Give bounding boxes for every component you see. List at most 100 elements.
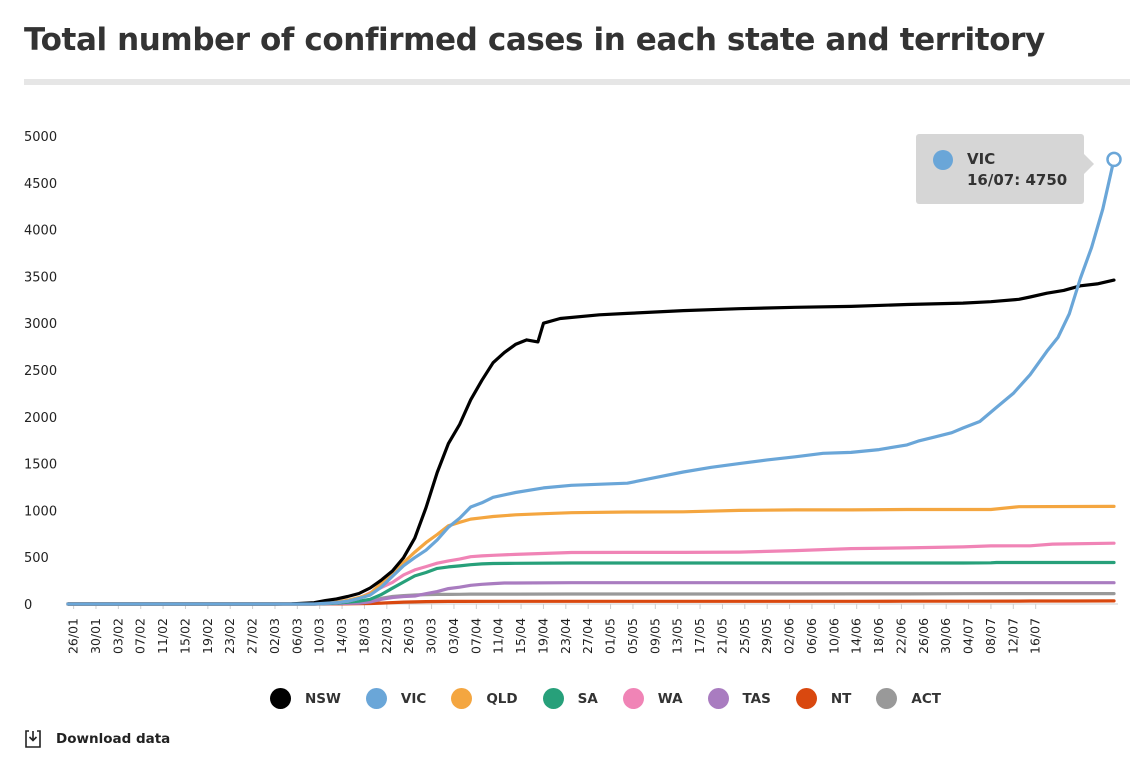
y-tick-label: 3500	[24, 270, 57, 285]
x-tick-label: 11/04	[491, 618, 506, 654]
y-tick-label: 2000	[24, 411, 57, 426]
legend: NSW VIC QLD SA WA TAS NT ACT	[270, 688, 966, 709]
legend-swatch-tas	[707, 688, 729, 709]
legend-item-tas[interactable]: TAS	[707, 688, 771, 709]
x-tick-label: 07/04	[468, 618, 483, 654]
x-tick-label: 04/07	[961, 618, 976, 654]
x-tick-label: 21/05	[714, 618, 729, 654]
legend-label: ACT	[911, 690, 941, 707]
x-tick-label: 15/04	[513, 618, 528, 654]
x-tick-label: 03/02	[110, 618, 125, 654]
x-tick-label: 12/07	[1005, 618, 1020, 654]
title-divider	[24, 79, 1130, 85]
legend-item-wa[interactable]: WA	[622, 688, 683, 709]
x-tick-label: 22/06	[893, 618, 908, 654]
y-tick-label: 4500	[24, 177, 57, 192]
x-tick-label: 26/06	[916, 618, 931, 654]
x-tick-label: 18/06	[871, 618, 886, 654]
x-tick-label: 14/03	[334, 618, 349, 654]
x-tick-label: 06/06	[804, 618, 819, 654]
download-icon	[25, 730, 41, 748]
y-tick-label: 5000	[24, 130, 57, 145]
legend-swatch-nsw	[270, 688, 291, 709]
x-tick-label: 29/05	[759, 618, 774, 654]
series-lines[interactable]	[66, 157, 1116, 606]
hover-point-marker	[1106, 151, 1122, 168]
x-tick-label: 27/02	[245, 618, 260, 654]
x-tick-label: 30/03	[424, 618, 439, 654]
x-tick-label: 10/06	[826, 618, 841, 654]
x-tick-label: 26/03	[401, 618, 416, 654]
x-tick-label: 19/04	[535, 618, 550, 654]
legend-swatch-sa	[542, 688, 564, 709]
x-tick-label: 18/03	[356, 618, 371, 654]
x-tick-label: 02/06	[782, 618, 797, 654]
legend-label: WA	[657, 690, 683, 707]
legend-swatch-act	[876, 688, 898, 709]
x-tick-label: 30/06	[938, 618, 953, 654]
legend-item-qld[interactable]: QLD	[451, 688, 518, 709]
y-tick-label: 0	[24, 598, 32, 613]
series-line-vic[interactable]	[66, 157, 1116, 606]
series-line-nt[interactable]	[66, 599, 1116, 606]
hover-marker	[1106, 151, 1122, 168]
series-line-qld[interactable]	[66, 504, 1116, 606]
tooltip-series-dot	[933, 150, 953, 170]
x-tick-label: 25/05	[737, 618, 752, 654]
x-tick-label: 19/02	[200, 618, 215, 654]
x-tick-label: 15/02	[177, 618, 192, 654]
x-tick-label: 14/06	[849, 618, 864, 654]
x-tick-label: 03/04	[446, 618, 461, 654]
x-tick-label: 17/05	[692, 618, 707, 654]
legend-item-vic[interactable]: VIC	[365, 688, 427, 709]
y-tick-label: 1500	[24, 458, 57, 473]
x-tick-label: 09/05	[647, 618, 662, 654]
legend-label: TAS	[742, 690, 771, 707]
tooltip-series-name: VIC	[967, 150, 996, 168]
legend-label: NT	[830, 690, 852, 707]
x-tick-label: 01/05	[603, 618, 618, 654]
x-tick-label: 30/01	[88, 618, 103, 654]
y-tick-label: 500	[24, 551, 49, 566]
legend-item-nt[interactable]: NT	[795, 688, 852, 709]
y-tick-label: 4000	[24, 224, 57, 239]
x-axis: 26/01 30/01 03/02 07/02 11/02 15/02 19/02 23/02…	[66, 604, 1043, 654]
tooltip-value: 16/07: 4750	[967, 171, 1068, 189]
y-tick-label: 2500	[24, 364, 57, 379]
chart-title: Total number of confirmed cases in each …	[24, 22, 1045, 58]
tooltip: VIC 16/07: 4750	[916, 134, 1094, 204]
x-tick-label: 27/04	[580, 618, 595, 654]
legend-item-act[interactable]: ACT	[876, 688, 941, 709]
x-tick-label: 02/03	[267, 618, 282, 654]
y-tick-label: 3000	[24, 317, 57, 332]
download-data-label: Download data	[56, 731, 171, 747]
x-tick-label: 23/02	[222, 618, 237, 654]
legend-label: VIC	[400, 690, 427, 707]
legend-label: SA	[577, 690, 598, 707]
series-line-sa[interactable]	[66, 560, 1116, 606]
legend-swatch-vic	[365, 688, 387, 709]
x-tick-label: 13/05	[670, 618, 685, 654]
legend-swatch-wa	[622, 688, 644, 709]
legend-item-nsw[interactable]: NSW	[270, 688, 341, 709]
x-tick-label: 22/03	[379, 618, 394, 654]
x-tick-label: 08/07	[983, 618, 998, 654]
x-tick-label: 11/02	[155, 618, 170, 654]
y-axis: 0 500 1000 1500 2000 2500 3000 3500 4000 4500 5000	[24, 130, 1118, 613]
x-tick-label: 26/01	[66, 618, 81, 654]
legend-item-sa[interactable]: SA	[542, 688, 598, 709]
download-data-button[interactable]: Download data	[24, 729, 170, 749]
x-tick-label: 16/07	[1028, 618, 1043, 654]
legend-swatch-nt	[795, 688, 817, 709]
x-tick-label: 07/02	[133, 618, 148, 654]
series-line-nsw[interactable]	[66, 278, 1116, 606]
x-tick-label: 06/03	[289, 618, 304, 654]
legend-label: NSW	[305, 690, 341, 707]
y-tick-label: 1000	[24, 504, 57, 519]
legend-swatch-qld	[451, 688, 473, 709]
series-line-tas[interactable]	[66, 581, 1116, 606]
x-tick-label: 10/03	[312, 618, 327, 654]
x-tick-label: 23/04	[558, 618, 573, 654]
legend-label: QLD	[486, 690, 518, 707]
